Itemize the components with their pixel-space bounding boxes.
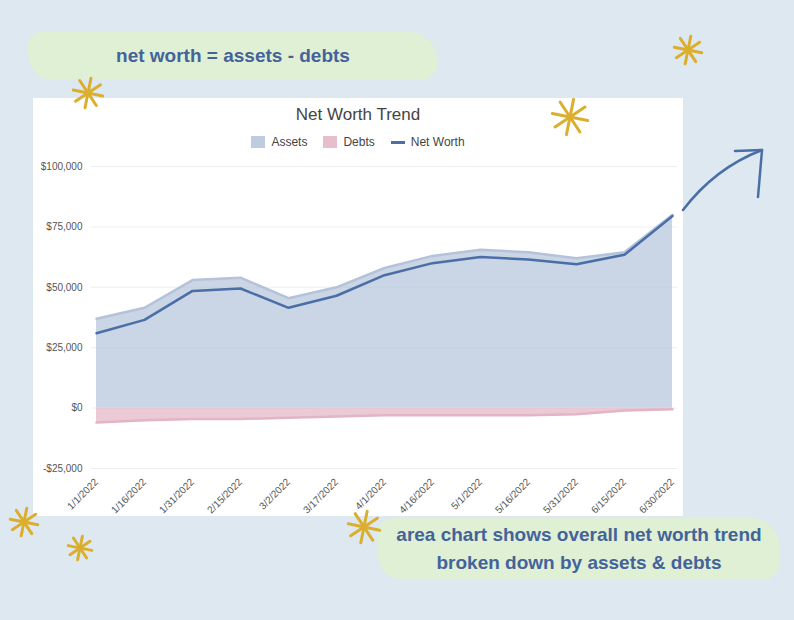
svg-text:$25,000: $25,000: [46, 342, 83, 353]
html-text:Assets: Assets: [271, 135, 308, 149]
svg-text:5/16/2022: 5/16/2022: [493, 476, 533, 516]
svg-text:4/16/2022: 4/16/2022: [397, 476, 437, 516]
svg-text:3/2/2022: 3/2/2022: [257, 476, 293, 512]
svg-text:$50,000: $50,000: [46, 282, 83, 293]
html-text:Debts: Debts: [343, 135, 375, 149]
svg-text:$0: $0: [71, 402, 83, 413]
html-text:Net Worth Trend: Net Worth Trend: [295, 105, 421, 124]
svg-text:5/31/2022: 5/31/2022: [541, 476, 581, 516]
svg-text:1/16/2022: 1/16/2022: [109, 476, 149, 516]
html-text:net worth = assets - debts: net worth = assets - debts: [116, 45, 350, 66]
svg-text:1/31/2022: 1/31/2022: [157, 476, 197, 516]
svg-text:2/15/2022: 2/15/2022: [205, 476, 245, 516]
svg-text:-$25,000: -$25,000: [43, 463, 83, 474]
html-text:Net Worth: Net Worth: [410, 135, 465, 149]
html-text:area chart shows overall net w: area chart shows overall net worth trend…: [396, 524, 762, 573]
svg-text:4/1/2022: 4/1/2022: [353, 476, 389, 512]
svg-text:1/1/2022: 1/1/2022: [65, 476, 101, 512]
svg-text:6/15/2022: 6/15/2022: [589, 476, 629, 516]
svg-text:3/17/2022: 3/17/2022: [301, 476, 341, 516]
svg-text:$75,000: $75,000: [46, 221, 83, 232]
svg-text:6/30/2022: 6/30/2022: [637, 476, 677, 516]
svg-text:5/1/2022: 5/1/2022: [449, 476, 485, 512]
svg-text:$100,000: $100,000: [41, 161, 83, 172]
